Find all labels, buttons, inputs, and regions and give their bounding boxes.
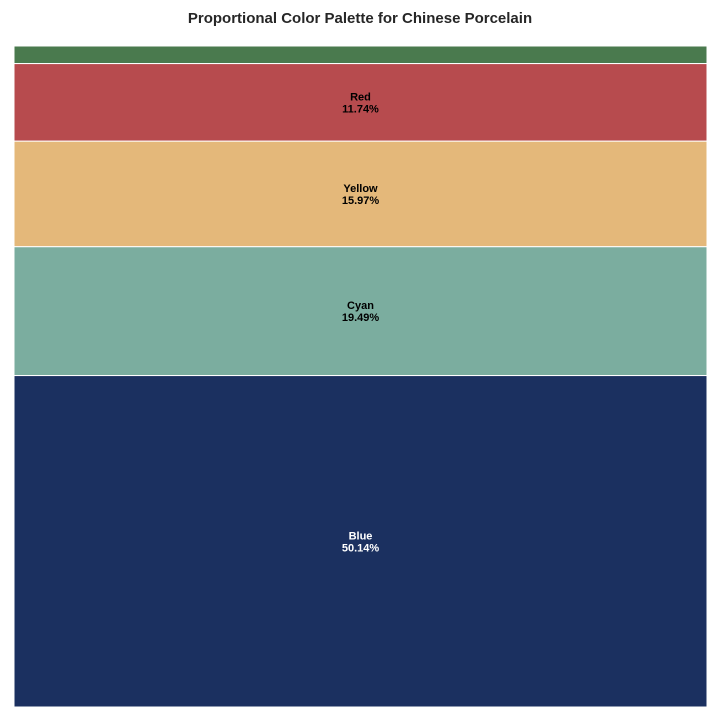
tile-label-blue: Blue xyxy=(349,530,373,542)
tile-label-cyan: Cyan xyxy=(347,300,374,312)
tile-percent-red: 11.74% xyxy=(342,103,379,115)
tile-label-yellow: Yellow xyxy=(343,183,378,195)
treemap-tile-segment-0 xyxy=(14,46,707,65)
chart-title: Proportional Color Palette for Chinese P… xyxy=(187,10,533,27)
tile-label-red: Red xyxy=(350,91,371,103)
tile-percent-blue: 50.14% xyxy=(342,542,380,554)
treemap-tile-red xyxy=(14,63,707,142)
treemap-tile-blue xyxy=(14,375,707,707)
treemap-tile-yellow xyxy=(14,140,707,248)
tile-percent-yellow: 15.97% xyxy=(342,195,380,207)
tile-percent-cyan: 19.49% xyxy=(342,312,380,324)
treemap-tile-cyan xyxy=(14,246,707,377)
